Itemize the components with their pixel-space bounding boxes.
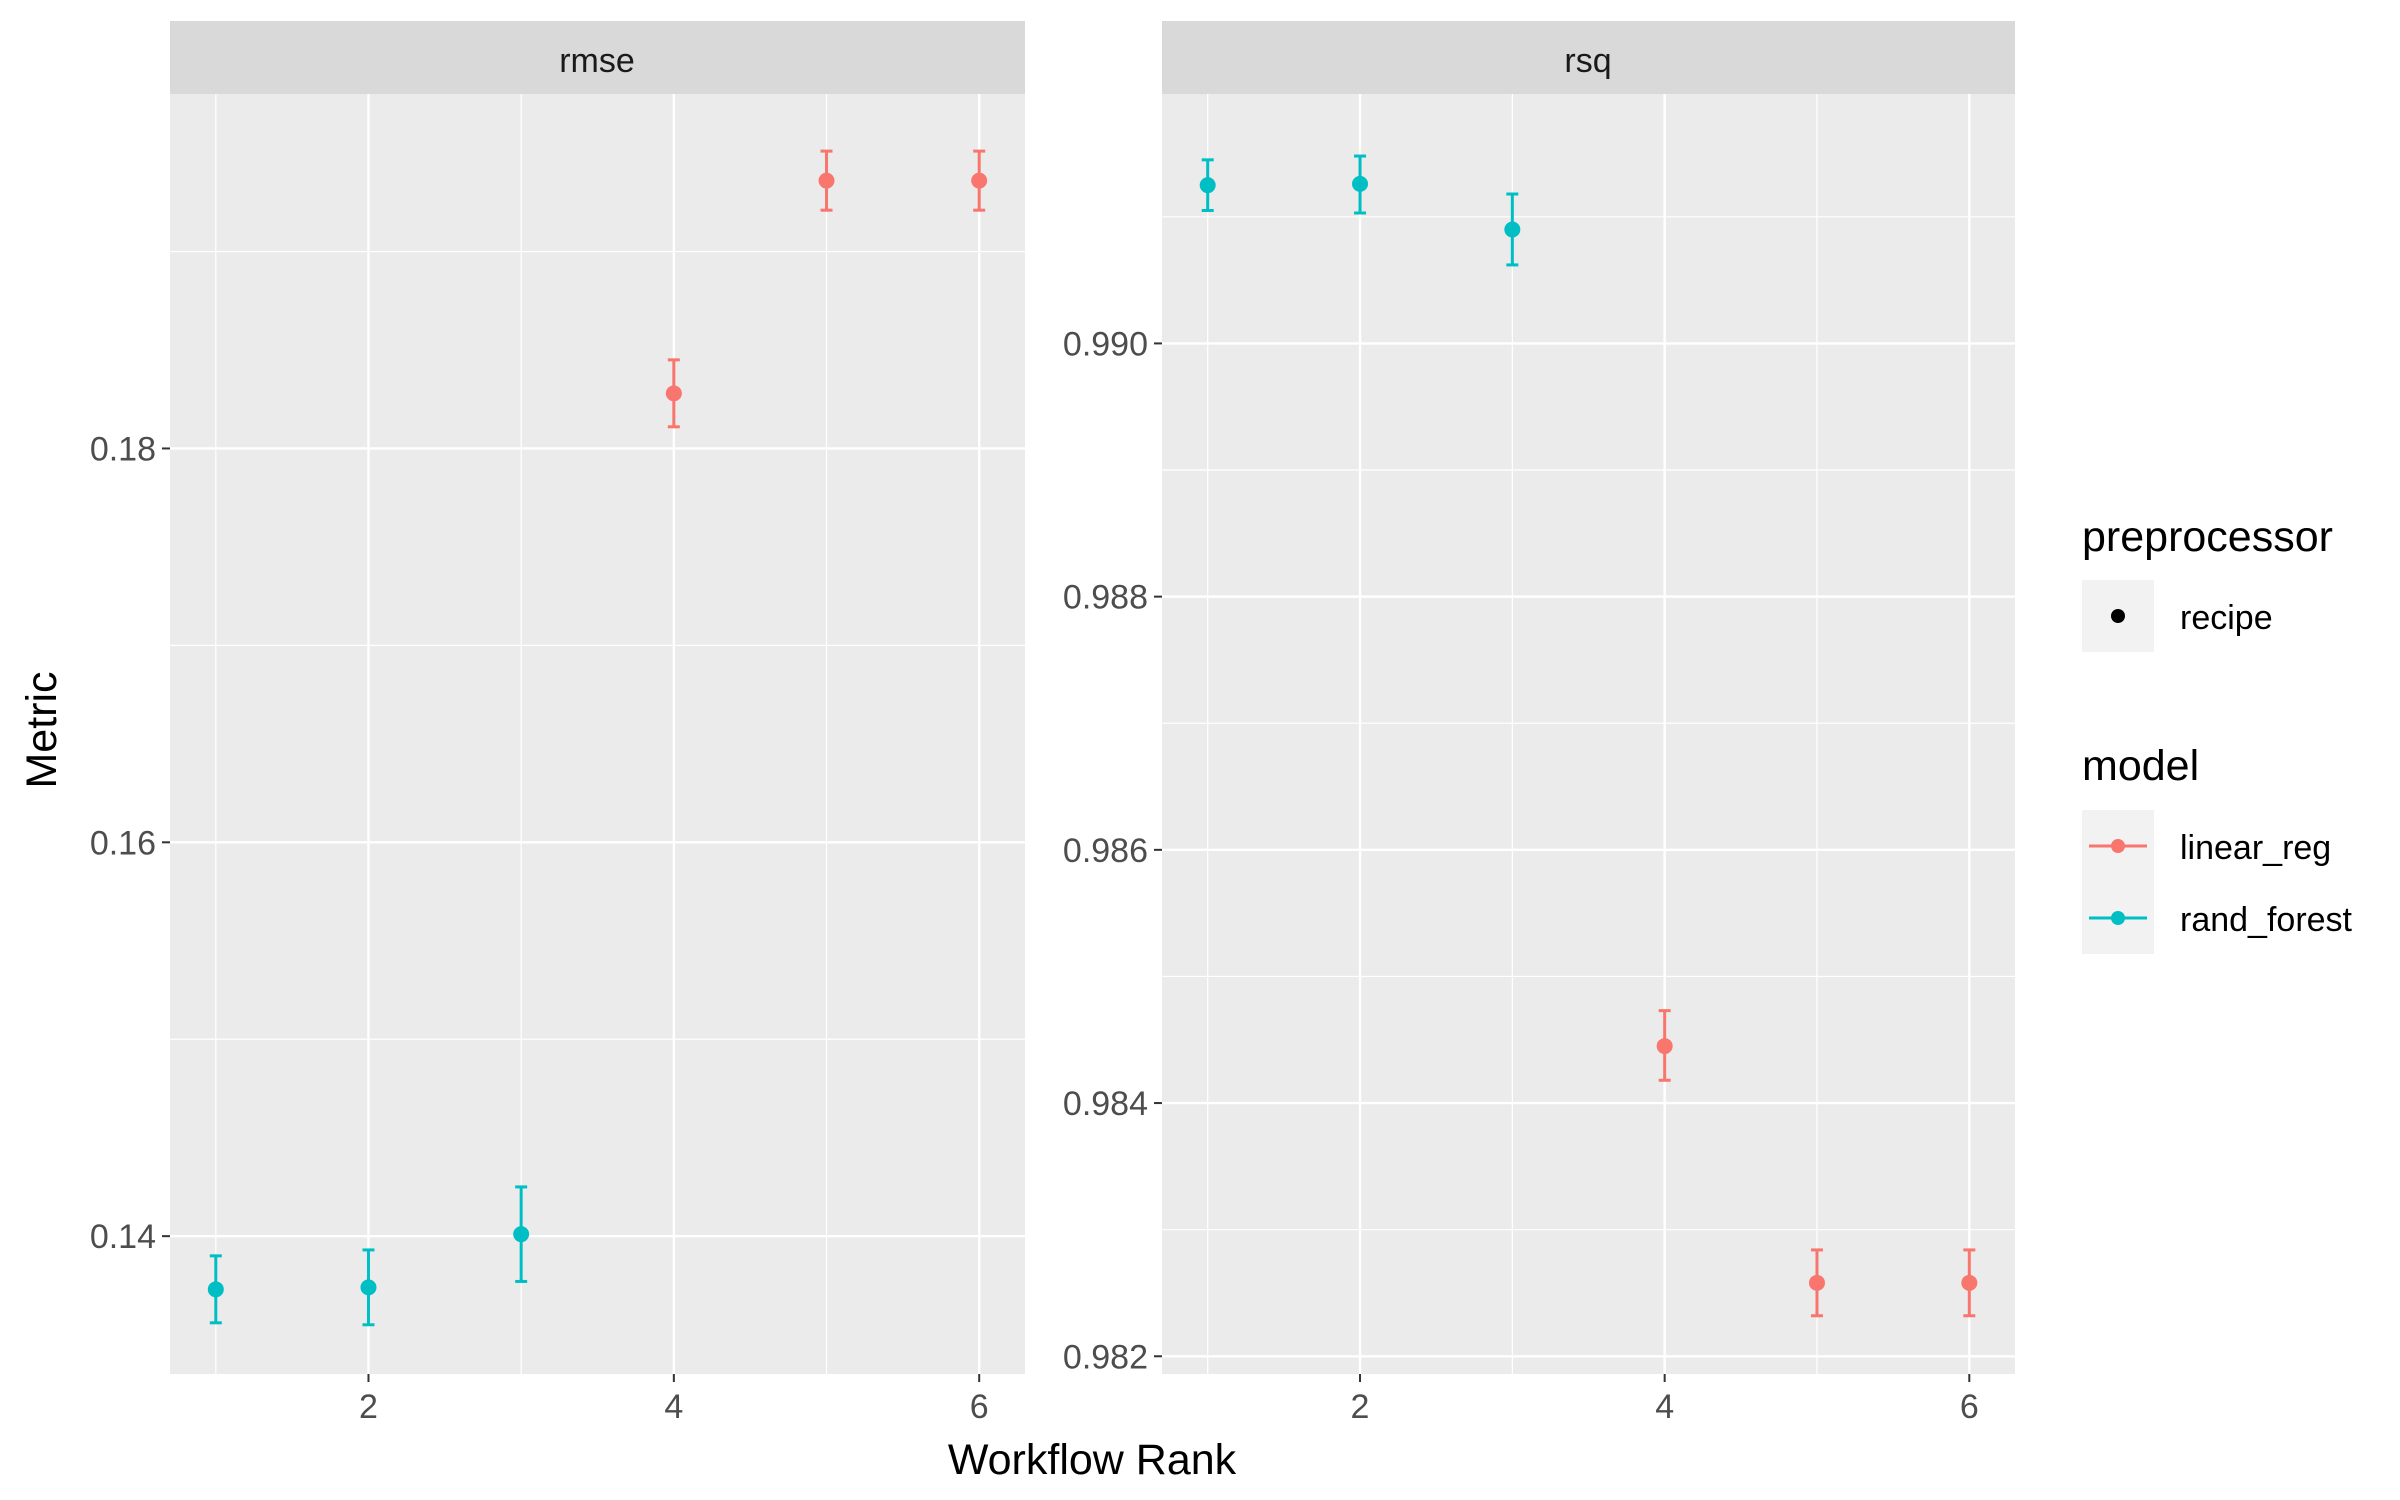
legend-label-linear-reg: linear_reg — [2180, 829, 2331, 867]
point-rsq-2 — [1352, 175, 1369, 192]
facet-panel-rmse: rmse 0.14 0.16 0.18 2 4 6 — [90, 21, 1025, 1426]
point-rmse-2 — [360, 1279, 377, 1296]
plot-panel-rsq — [1162, 94, 2015, 1374]
point-rmse-6 — [971, 172, 988, 189]
y-tick-label-rmse-2: 0.18 — [90, 430, 156, 468]
facet-strip-label-rsq: rsq — [1564, 42, 1611, 80]
legend-key-recipe-point — [2111, 609, 2125, 623]
facet-panel-rsq: rsq 0.982 0.984 0.986 0.988 0.990 2 4 6 — [1063, 21, 2015, 1426]
plot-panel-rmse — [170, 94, 1025, 1374]
point-rsq-6 — [1961, 1274, 1978, 1291]
y-tick-label-rsq-3: 0.988 — [1063, 579, 1148, 617]
y-tick-label-rsq-0: 0.982 — [1063, 1338, 1148, 1376]
facet-strip-rmse — [170, 21, 1025, 94]
x-tick-label-rmse-2: 2 — [359, 1388, 378, 1426]
x-tick-label-rsq-2: 2 — [1351, 1388, 1370, 1426]
point-rmse-5 — [818, 172, 835, 189]
point-rsq-4 — [1656, 1038, 1673, 1055]
point-rsq-5 — [1808, 1274, 1825, 1291]
gridlines-rmse — [170, 94, 1025, 1374]
x-tick-label-rmse-6: 6 — [970, 1388, 989, 1426]
legend-title-preprocessor: preprocessor — [2082, 513, 2333, 561]
point-rmse-1 — [207, 1281, 224, 1298]
point-rsq-3 — [1504, 221, 1521, 238]
legend-title-model: model — [2082, 742, 2199, 790]
legend-model: model linear_reg rand_forest — [2082, 742, 2353, 954]
legend-key-linear-reg-point — [2111, 839, 2125, 853]
x-tick-label-rmse-4: 4 — [664, 1388, 683, 1426]
y-tick-label-rsq-2: 0.986 — [1063, 832, 1148, 870]
legend-preprocessor: preprocessor recipe — [2082, 513, 2333, 652]
facet-strip-rsq — [1162, 21, 2015, 94]
legend-label-rand-forest: rand_forest — [2180, 901, 2353, 939]
y-axis-title: Metric — [18, 671, 66, 788]
axis-ticks-rsq: 0.982 0.984 0.986 0.988 0.990 2 4 6 — [1063, 325, 1979, 1426]
x-axis-title: Workflow Rank — [948, 1436, 1237, 1484]
y-tick-label-rmse-0: 0.14 — [90, 1218, 156, 1256]
gridlines-rsq — [1162, 94, 2015, 1374]
data-marks-rsq — [1199, 154, 1978, 1318]
point-rsq-1 — [1199, 177, 1216, 194]
data-marks-rmse — [207, 149, 988, 1327]
x-tick-label-rsq-6: 6 — [1960, 1388, 1979, 1426]
x-tick-label-rsq-4: 4 — [1655, 1388, 1674, 1426]
point-rmse-3 — [513, 1226, 530, 1243]
legend-key-rand-forest-point — [2111, 911, 2125, 925]
y-tick-label-rsq-4: 0.990 — [1063, 325, 1148, 363]
facet-strip-label-rmse: rmse — [559, 42, 635, 80]
y-tick-label-rmse-1: 0.16 — [90, 824, 156, 862]
legend-label-recipe: recipe — [2180, 599, 2273, 637]
point-rmse-4 — [665, 385, 682, 402]
y-tick-label-rsq-1: 0.984 — [1063, 1085, 1148, 1123]
axis-ticks-rmse: 0.14 0.16 0.18 2 4 6 — [90, 430, 989, 1426]
